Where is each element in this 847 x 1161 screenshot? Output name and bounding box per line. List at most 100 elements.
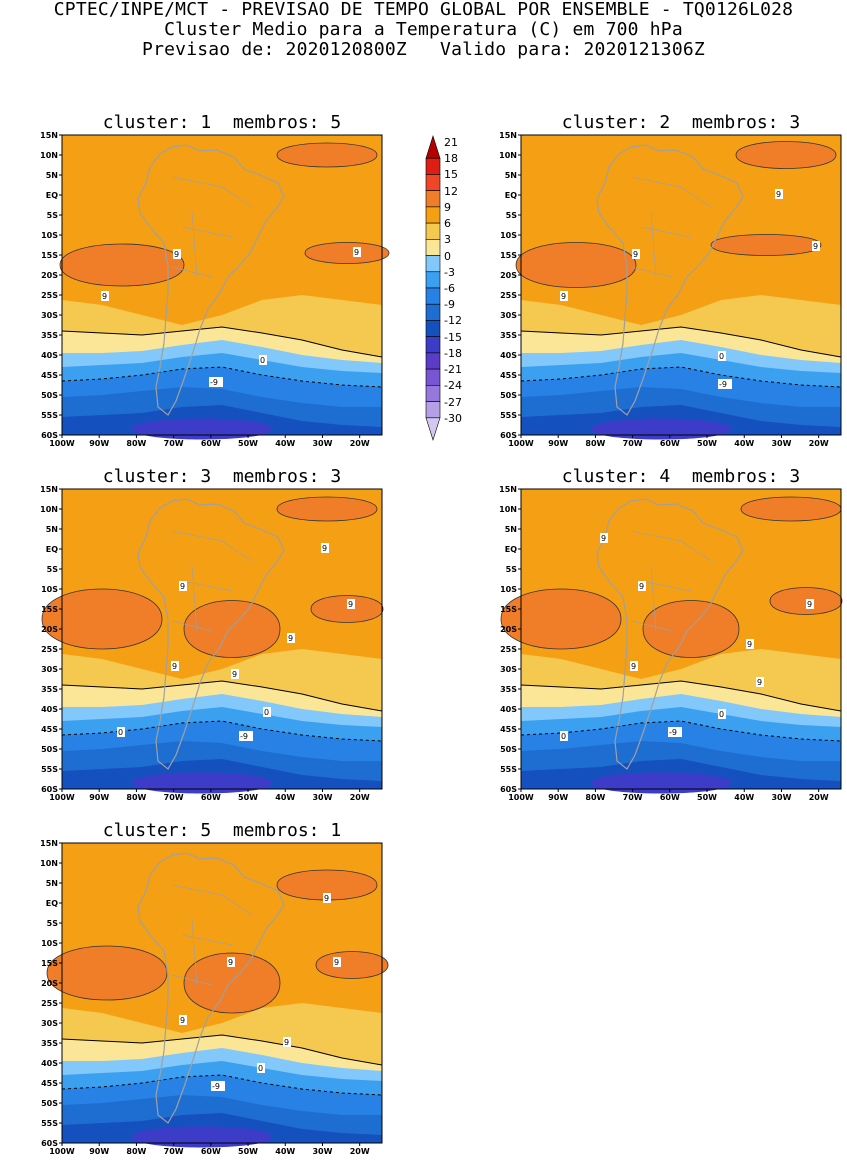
contour-label: 9	[806, 599, 814, 609]
band-9-to-12	[42, 589, 162, 649]
lat-label: 15S	[500, 251, 517, 260]
lon-label: 70W	[164, 793, 184, 802]
colorbar-cell	[425, 255, 441, 273]
lat-label: 30S	[41, 665, 58, 674]
nine-isotherm-line	[310, 595, 384, 623]
lat-label: EQ	[46, 545, 58, 554]
country-borders	[171, 530, 253, 632]
svg-text:9: 9	[639, 582, 644, 591]
lat-label: 55S	[41, 765, 58, 774]
map-panel-cluster-5: cluster: 5 membros: 1 9 9 9 9 9 0 -9 15N 10N 5N EQ…	[22, 821, 422, 1161]
lon-label: 100W	[49, 1147, 75, 1156]
lat-label: 40S	[500, 705, 517, 714]
lat-label: 25S	[41, 291, 58, 300]
lat-label: 5N	[46, 525, 58, 534]
nine-isotherm-line	[59, 243, 185, 287]
panel-title: cluster: 2 membros: 3	[561, 112, 801, 133]
map-frame	[61, 842, 383, 1144]
lat-label: 20S	[41, 271, 58, 280]
colorbar-cell	[425, 368, 441, 386]
svg-text:0: 0	[264, 708, 269, 717]
svg-text:9: 9	[288, 634, 293, 643]
band-9-to-12	[184, 953, 280, 1013]
contour-label: 9	[746, 639, 754, 649]
colorbar-cell	[425, 157, 441, 175]
lat-label: 45S	[500, 725, 517, 734]
figure-header: CPTEC/INPE/MCT - PREVISAO DE TEMPO GLOBA…	[0, 0, 847, 60]
panel-title: cluster: 5 membros: 1	[102, 820, 342, 841]
lon-label: 20W	[350, 1147, 370, 1156]
lat-label: 50S	[41, 745, 58, 754]
lat-label: 60S	[41, 431, 58, 440]
lat-label: 50S	[41, 391, 58, 400]
svg-text:-9: -9	[212, 1082, 220, 1091]
lon-label: 90W	[548, 439, 568, 448]
contour-label: 9	[560, 291, 568, 301]
lon-label: 30W	[312, 793, 332, 802]
lat-label: 25S	[41, 999, 58, 1008]
svg-text:9: 9	[324, 894, 329, 903]
lat-label: 10S	[500, 585, 517, 594]
lat-label: 25S	[500, 645, 517, 654]
lat-label: 5N	[46, 171, 58, 180]
nine-isotherm-line	[304, 242, 390, 264]
lat-label: 30S	[41, 311, 58, 320]
colorbar-cell	[425, 206, 441, 224]
lon-label: 40W	[275, 439, 295, 448]
colorbar-cell	[425, 401, 441, 419]
svg-text:9: 9	[232, 670, 237, 679]
colorbar-cell	[425, 271, 441, 289]
colorbar-cell	[425, 239, 441, 256]
zero-isotherm-line	[61, 680, 383, 712]
contour-label: 0	[259, 355, 267, 365]
lon-label: 40W	[275, 793, 295, 802]
colorbar-label: -21	[444, 363, 462, 377]
zero-isotherm-line	[61, 326, 383, 358]
lon-label: 40W	[275, 1147, 295, 1156]
lat-label: 35S	[500, 331, 517, 340]
colorbar-cell	[425, 190, 441, 208]
map-panel-cluster-4: cluster: 4 membros: 3 9 9 9 9 9 9 0 0 -9 15N 10N 5N…	[481, 467, 847, 807]
contour-label: 0	[263, 707, 271, 717]
band-9-to-12	[711, 234, 821, 256]
color-scale-bar	[425, 135, 441, 441]
contour-label: 0	[718, 351, 726, 361]
lat-label: 20S	[500, 271, 517, 280]
colorbar-cell	[425, 303, 441, 321]
lat-label: 30S	[500, 311, 517, 320]
lat-label: 45S	[500, 371, 517, 380]
lat-label: 50S	[500, 391, 517, 400]
band-9-to-12	[501, 589, 621, 649]
lat-label: 40S	[41, 1059, 58, 1068]
contour-label: 9	[600, 533, 608, 543]
south-america-outline	[137, 498, 285, 770]
svg-text:9: 9	[807, 600, 812, 609]
colorbar-cell	[425, 320, 441, 337]
contour-label: -9	[668, 727, 682, 737]
contour-label: -9	[209, 377, 223, 387]
lat-label: 30S	[41, 1019, 58, 1028]
temperature-map: 9 9 9 9 9 9 0 0 -9 15N 10N 5N EQ 5S 10S 15S 20S 25S 30S 35S…	[40, 485, 384, 802]
temperature-map: 9 9 9 0 -9 15N 10N 5N EQ 5S 10S 15S 20S 25S 30S 35S 40S 4…	[40, 131, 390, 448]
lat-label: 10N	[40, 505, 58, 514]
nine-isotherm-line	[46, 945, 168, 1001]
map-panel-cluster-1: cluster: 1 membros: 5 9 9 9 0 -9 15N 10N 5N EQ 5S…	[22, 113, 422, 453]
svg-text:9: 9	[172, 662, 177, 671]
lon-label: 100W	[49, 439, 75, 448]
colorbar-label: -12	[444, 314, 462, 328]
panel-title: cluster: 3 membros: 3	[102, 466, 342, 487]
lat-label: 25S	[41, 645, 58, 654]
svg-text:9: 9	[180, 1016, 185, 1025]
colorbar-cell	[425, 135, 441, 159]
contour-label: 9	[638, 581, 646, 591]
lat-label: 20S	[500, 625, 517, 634]
lat-label: 60S	[500, 785, 517, 794]
zero-isotherm-line	[520, 680, 842, 712]
lat-label: 10S	[41, 585, 58, 594]
lon-label: 30W	[771, 439, 791, 448]
lat-label: 10N	[499, 505, 517, 514]
country-borders	[630, 176, 712, 278]
contour-label: 0	[718, 709, 726, 719]
lon-label: 30W	[312, 439, 332, 448]
map-frame	[61, 488, 383, 790]
